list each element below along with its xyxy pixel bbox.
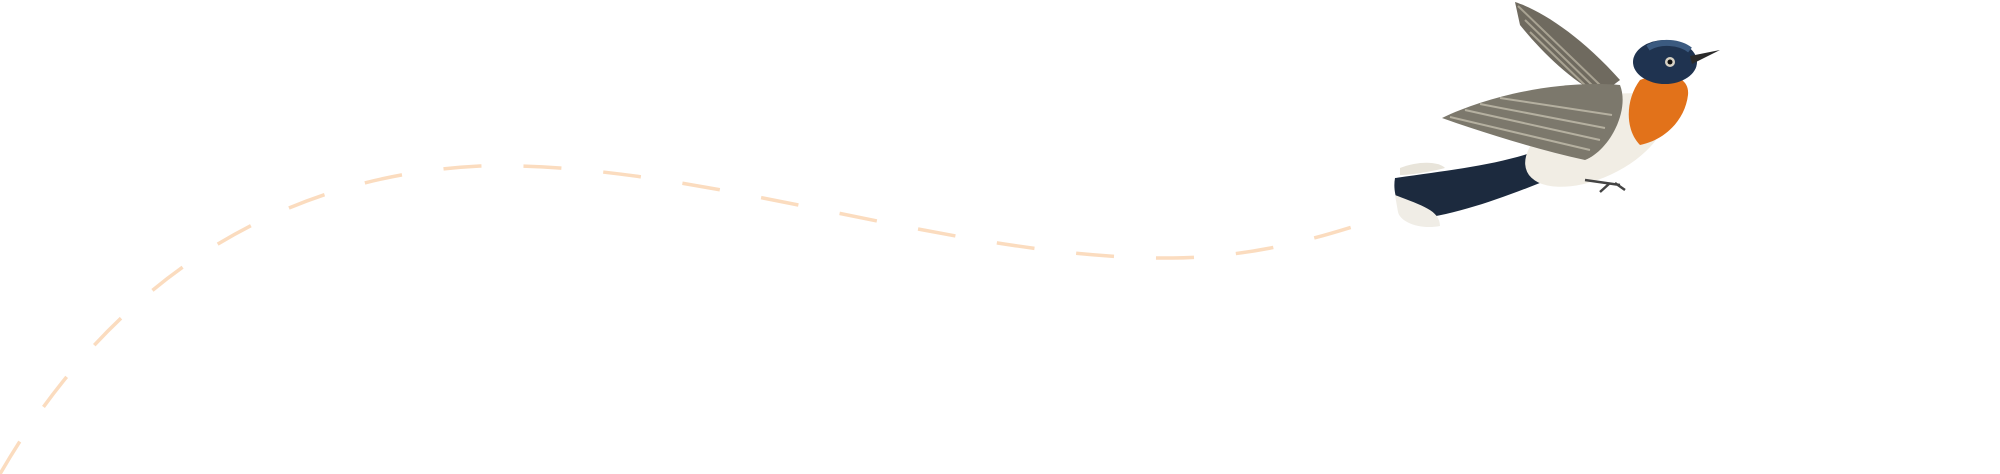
dashed-flight-path (0, 164, 1353, 474)
bird-tail (1394, 148, 1560, 220)
bird-lower-wing (1442, 84, 1623, 160)
bird-upper-wing (1515, 2, 1620, 95)
bird-illustration (1394, 2, 1720, 228)
bird-feet (1584, 178, 1626, 193)
bird-beak (1690, 50, 1720, 64)
bird-orange-throat (1628, 75, 1689, 145)
